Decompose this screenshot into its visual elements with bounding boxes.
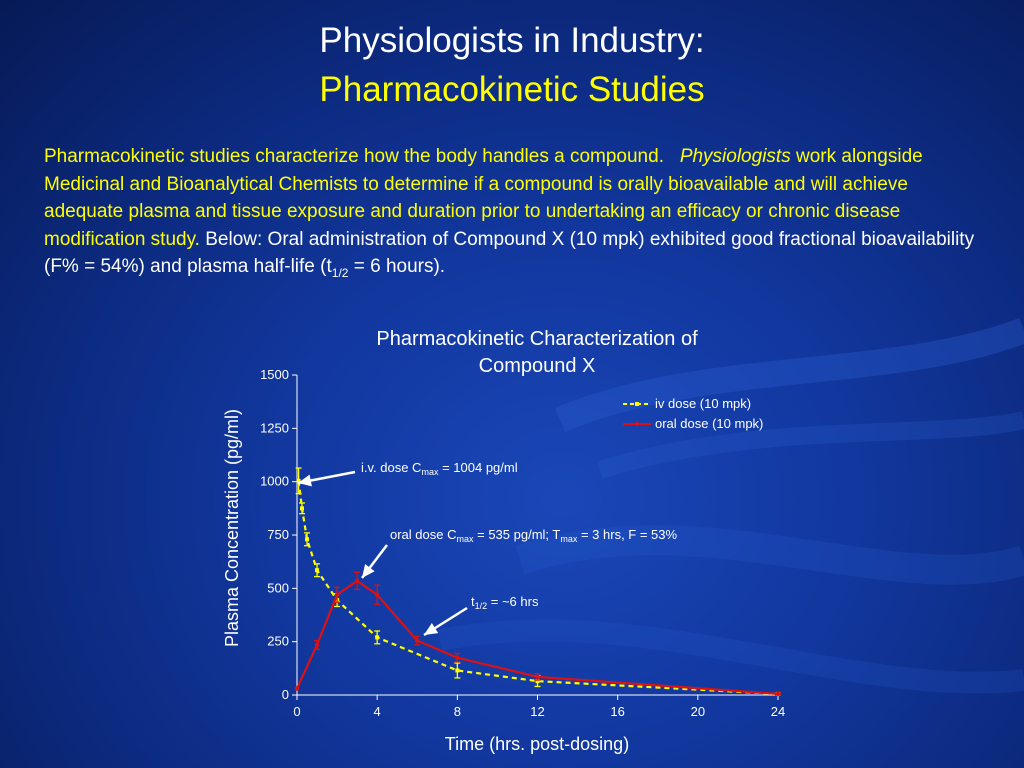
paragraph-sentence-1: Pharmacokinetic studies characterize how… [44, 146, 664, 167]
paragraph-sentence-3: Below: Oral administration of Compound X… [44, 228, 975, 278]
data-point [455, 655, 460, 660]
data-point [315, 568, 320, 573]
paragraph-sentence-2: work alongside Medicinal and Bioanalytic… [44, 146, 923, 250]
chart-title-line-1: Pharmacokinetic Characterization of [376, 328, 698, 350]
y-tick-label: 750 [267, 527, 289, 542]
paragraph-sentence-3-end: = 6 hours). [348, 256, 446, 277]
x-tick-label: 12 [530, 704, 544, 719]
data-point [300, 506, 305, 511]
x-tick-label: 4 [374, 704, 381, 719]
x-tick-label: 20 [691, 704, 705, 719]
y-tick-label: 1250 [260, 420, 289, 435]
intro-paragraph: Pharmacokinetic studies characterize how… [44, 143, 984, 287]
data-point [775, 691, 781, 697]
data-point [314, 642, 320, 648]
data-point [415, 638, 420, 643]
y-tick-label: 1000 [260, 474, 289, 489]
annotation-text: i.v. dose Cmax = 1004 pg/ml [361, 460, 518, 477]
data-point [455, 668, 460, 673]
data-point [296, 478, 301, 483]
y-tick-label: 0 [282, 687, 289, 702]
x-tick-label: 8 [454, 704, 461, 719]
annotation-arrowhead [298, 474, 312, 487]
data-point [375, 635, 380, 640]
y-axis-label: Plasma Concentration (pg/ml) [222, 409, 242, 647]
data-point [535, 679, 540, 684]
data-point [334, 592, 340, 597]
y-tick-label: 500 [267, 580, 289, 595]
data-point [305, 537, 310, 542]
x-tick-label: 16 [610, 704, 624, 719]
data-point [535, 674, 540, 680]
data-point [374, 592, 380, 597]
legend-label: iv dose (10 mpk) [655, 396, 751, 411]
annotation-arrowhead [362, 564, 375, 578]
y-tick-label: 250 [267, 634, 289, 649]
series-line-iv [297, 480, 779, 696]
data-point [294, 686, 300, 691]
annotation-text: oral dose Cmax = 535 pg/ml; Tmax = 3 hrs… [390, 527, 678, 544]
annotation-text: t1/2 = ~6 hrs [471, 594, 539, 611]
x-axis-label: Time (hrs. post-dosing) [445, 734, 629, 754]
x-tick-label: 24 [771, 704, 785, 719]
annotation-arrowhead [424, 623, 439, 635]
legend-marker [635, 422, 639, 426]
slide-title: Physiologists in Industry: [319, 21, 705, 60]
paragraph-physiologists-word: Physiologists [679, 146, 791, 167]
data-point [354, 578, 360, 584]
paragraph-half-life-subscript: 1/2 [331, 265, 349, 280]
legend-label: oral dose (10 mpk) [655, 416, 763, 431]
legend-marker [635, 402, 639, 406]
y-tick-label: 1500 [260, 367, 289, 382]
slide-subtitle: Pharmacokinetic Studies [319, 70, 705, 109]
x-tick-label: 0 [293, 704, 300, 719]
chart-title-line-2: Compound X [479, 355, 596, 377]
